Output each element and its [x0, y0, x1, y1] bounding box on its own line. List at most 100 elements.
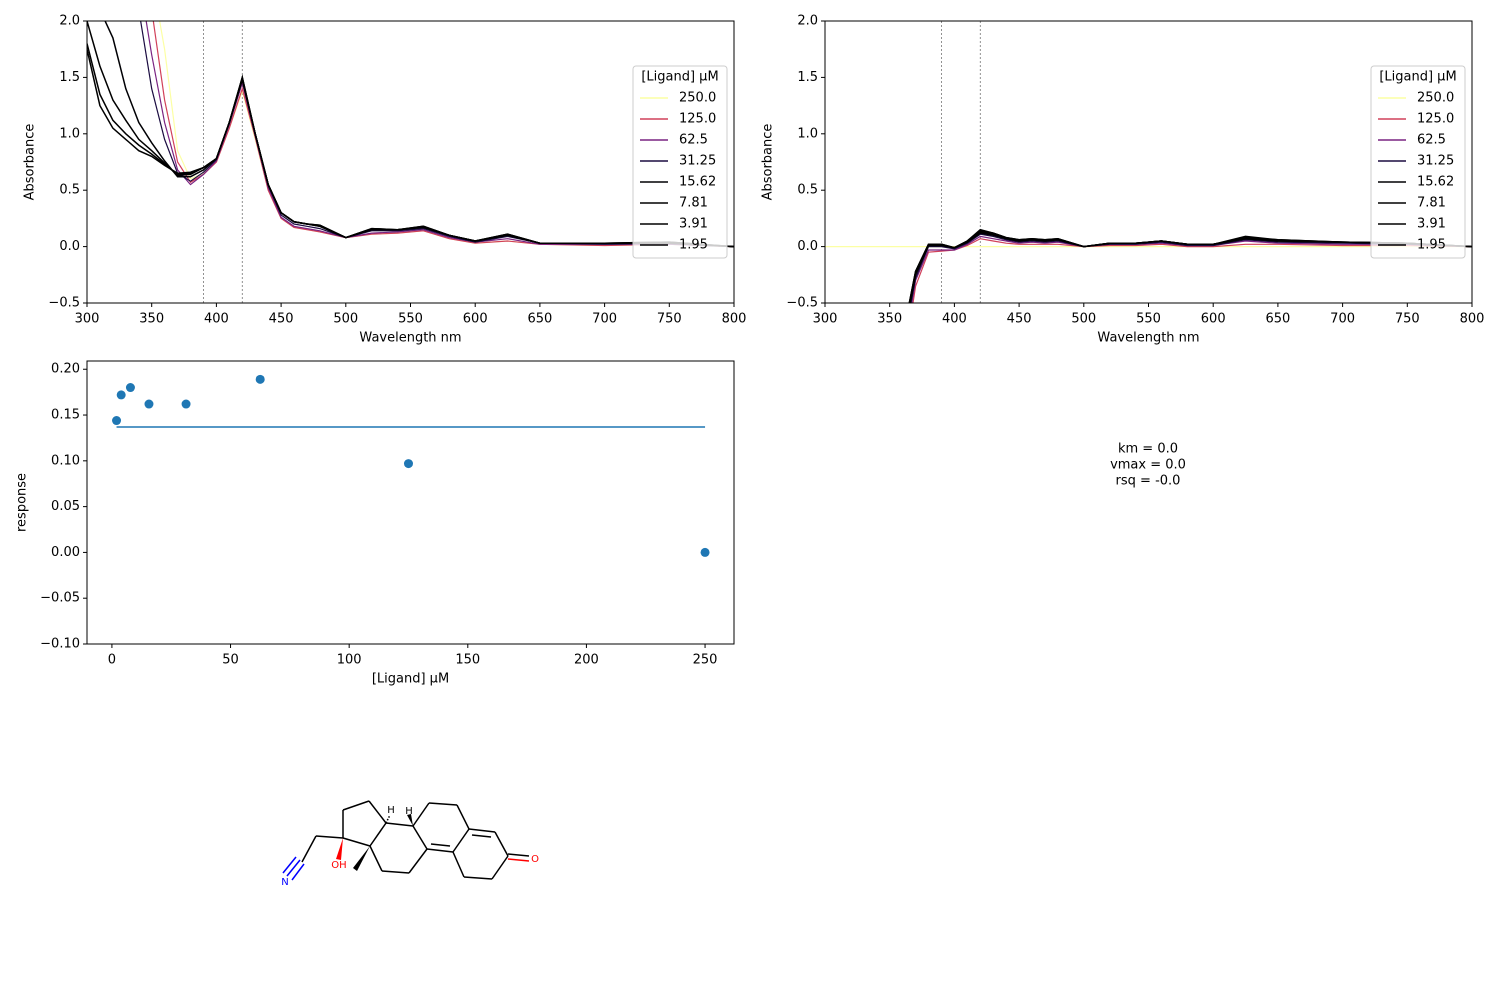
y-tick-label: −0.10 — [40, 637, 80, 652]
y-axis-label: response — [15, 473, 30, 532]
bond — [471, 834, 492, 838]
data-point — [116, 390, 126, 400]
y-tick-label: −0.5 — [786, 296, 818, 311]
y-tick-label: 0.5 — [797, 183, 818, 198]
bond — [430, 843, 451, 847]
x-tick-label: 750 — [657, 312, 682, 327]
bond — [456, 804, 470, 830]
x-tick-label: 100 — [337, 653, 362, 668]
legend-label: 15.62 — [679, 175, 716, 190]
atom-label: OH — [331, 860, 346, 871]
bond — [315, 835, 344, 839]
x-tick-label: 800 — [722, 312, 747, 327]
x-tick-label: 350 — [139, 312, 164, 327]
molecule: N OH H H O — [281, 800, 539, 888]
spectrum-line — [909, 232, 1472, 303]
plot-area — [87, 21, 734, 303]
legend-label: 62.5 — [679, 133, 708, 148]
axes-frame — [86, 20, 735, 304]
y-tick-label: 1.0 — [59, 126, 80, 141]
legend-label: 3.91 — [1417, 217, 1446, 232]
fit-annotation: km = 0.0 — [1118, 442, 1178, 457]
x-tick-label: 150 — [455, 653, 480, 668]
atom-label: N — [281, 877, 288, 888]
legend-box — [632, 65, 728, 259]
legend-label: 62.5 — [1417, 133, 1446, 148]
x-tick-label: 600 — [463, 312, 488, 327]
legend-label: 31.25 — [679, 154, 716, 169]
bond — [286, 859, 301, 877]
x-tick-label: 250 — [693, 653, 718, 668]
bond — [452, 828, 470, 853]
y-tick-label: 2.0 — [797, 14, 818, 29]
x-tick-label: 550 — [398, 312, 423, 327]
y-tick-label: 0.10 — [51, 453, 80, 468]
legend-label: 1.95 — [1417, 238, 1446, 253]
data-point — [403, 459, 413, 469]
bond — [408, 848, 428, 874]
bond — [507, 853, 530, 857]
atom-label: H — [387, 805, 395, 816]
wedge — [407, 814, 413, 826]
data-point — [181, 399, 191, 409]
legend-title: [Ligand] µM — [641, 70, 718, 85]
x-tick-label: 500 — [1071, 312, 1096, 327]
axes-frame — [86, 360, 735, 645]
legend-label: 31.25 — [1417, 154, 1454, 169]
axes-frame — [824, 20, 1473, 304]
legend-label: 250.0 — [679, 91, 716, 106]
legend-label: 125.0 — [1417, 112, 1454, 127]
fit-annotation: vmax = 0.0 — [1110, 458, 1186, 473]
spectrum-line — [908, 230, 1472, 303]
x-tick-label: 350 — [877, 312, 902, 327]
x-tick-label: 300 — [75, 312, 100, 327]
y-tick-label: 0.05 — [51, 499, 80, 514]
legend-label: 250.0 — [1417, 91, 1454, 106]
y-tick-label: 1.5 — [797, 70, 818, 85]
x-tick-label: 300 — [813, 312, 838, 327]
spectrum-line — [911, 235, 1472, 303]
y-tick-label: 0.0 — [797, 239, 818, 254]
hash-bond — [385, 814, 391, 824]
y-tick-label: 0.5 — [59, 183, 80, 198]
plot-area — [112, 374, 710, 557]
bond — [368, 800, 387, 824]
x-tick-label: 550 — [1136, 312, 1161, 327]
bond — [412, 802, 430, 827]
data-point — [112, 416, 122, 426]
x-tick-label: 800 — [1460, 312, 1485, 327]
legend-label: 7.81 — [1417, 196, 1446, 211]
bond — [428, 802, 458, 806]
legend-label: 125.0 — [679, 112, 716, 127]
y-tick-label: −0.05 — [40, 591, 80, 606]
spectrum-line — [152, 21, 734, 248]
legend-label: 15.62 — [1417, 175, 1454, 190]
atom-label: H — [405, 806, 413, 817]
legend-box — [1370, 65, 1466, 259]
x-tick-label: 700 — [592, 312, 617, 327]
bond — [301, 835, 317, 863]
x-tick-label: 50 — [222, 653, 239, 668]
bond — [491, 855, 509, 880]
x-tick-label: 700 — [1330, 312, 1355, 327]
y-tick-label: 0.0 — [59, 239, 80, 254]
legend-title: [Ligand] µM — [1379, 70, 1456, 85]
bond — [385, 822, 414, 827]
y-tick-label: −0.5 — [48, 296, 80, 311]
x-tick-label: 650 — [527, 312, 552, 327]
x-axis-label: Wavelength nm — [359, 331, 461, 346]
x-tick-label: 450 — [269, 312, 294, 327]
x-tick-label: 400 — [204, 312, 229, 327]
y-tick-label: 1.5 — [59, 70, 80, 85]
data-point — [125, 383, 135, 393]
x-tick-label: 450 — [1007, 312, 1032, 327]
x-tick-label: 500 — [333, 312, 358, 327]
bond — [369, 822, 387, 847]
data-point — [144, 399, 154, 409]
bond — [342, 837, 371, 847]
bond — [412, 825, 428, 850]
spectrum-line — [908, 228, 1472, 303]
bond — [507, 858, 530, 862]
x-tick-label: 0 — [108, 653, 116, 668]
